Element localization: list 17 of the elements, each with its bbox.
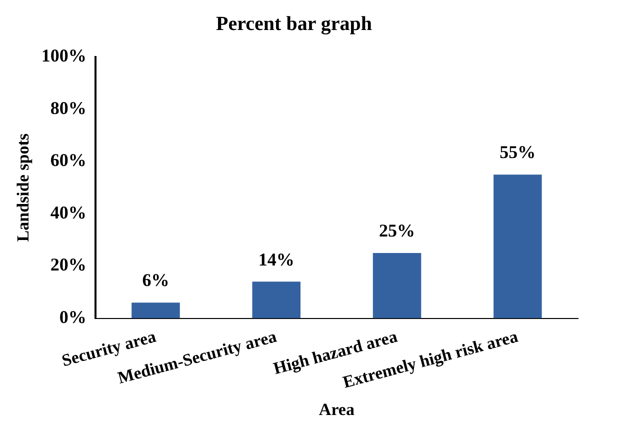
y-axis-title: Landside spots xyxy=(14,133,33,242)
bar xyxy=(252,282,301,318)
bar xyxy=(132,302,180,318)
data-label: 55% xyxy=(500,142,536,162)
y-tick-label: 80% xyxy=(50,98,86,118)
y-tick-label: 100% xyxy=(41,46,86,66)
bar xyxy=(372,252,422,318)
chart-title: Percent bar graph xyxy=(216,13,372,36)
y-tick-label: 0% xyxy=(59,306,86,327)
bar xyxy=(494,174,542,318)
data-label: 25% xyxy=(379,220,416,241)
y-tick-label: 40% xyxy=(50,202,86,222)
data-label: 6% xyxy=(142,270,170,290)
data-label: 14% xyxy=(258,249,294,270)
y-tick-label: 60% xyxy=(50,150,86,170)
y-tick-label: 20% xyxy=(50,254,86,275)
x-axis-title: Area xyxy=(318,400,355,420)
